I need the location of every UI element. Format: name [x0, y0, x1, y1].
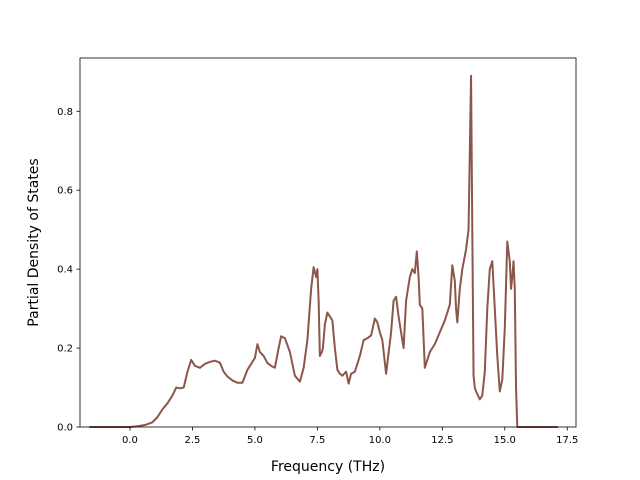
y-tick-label: 0.6: [57, 186, 73, 197]
pdos-series-line-0: [88, 74, 559, 428]
x-tick-label: 7.5: [309, 435, 325, 446]
axes-frame: [79, 57, 577, 428]
x-tick-label: 0.0: [122, 435, 138, 446]
x-axis-ticks: 0.0 2.5 5.0 7.5 10.0 12.5 15.0 17.5: [122, 427, 578, 446]
x-tick-label: 10.0: [369, 435, 391, 446]
x-tick-label: 15.0: [494, 435, 516, 446]
x-tick-label: 17.5: [556, 435, 578, 446]
plot-area: [88, 74, 559, 428]
x-tick-label: 2.5: [184, 435, 200, 446]
y-tick-label: 0.8: [57, 107, 73, 118]
y-tick-label: 0.2: [57, 344, 73, 355]
x-tick-label: 5.0: [247, 435, 263, 446]
x-tick-label: 12.5: [431, 435, 453, 446]
y-axis-ticks: 0.0 0.2 0.4 0.6 0.8: [57, 107, 80, 434]
y-axis-label: Partial Density of States: [26, 158, 42, 326]
y-tick-label: 0.4: [57, 265, 73, 276]
y-tick-label: 0.0: [57, 423, 73, 434]
x-axis-label: Frequency (THz): [271, 459, 385, 475]
